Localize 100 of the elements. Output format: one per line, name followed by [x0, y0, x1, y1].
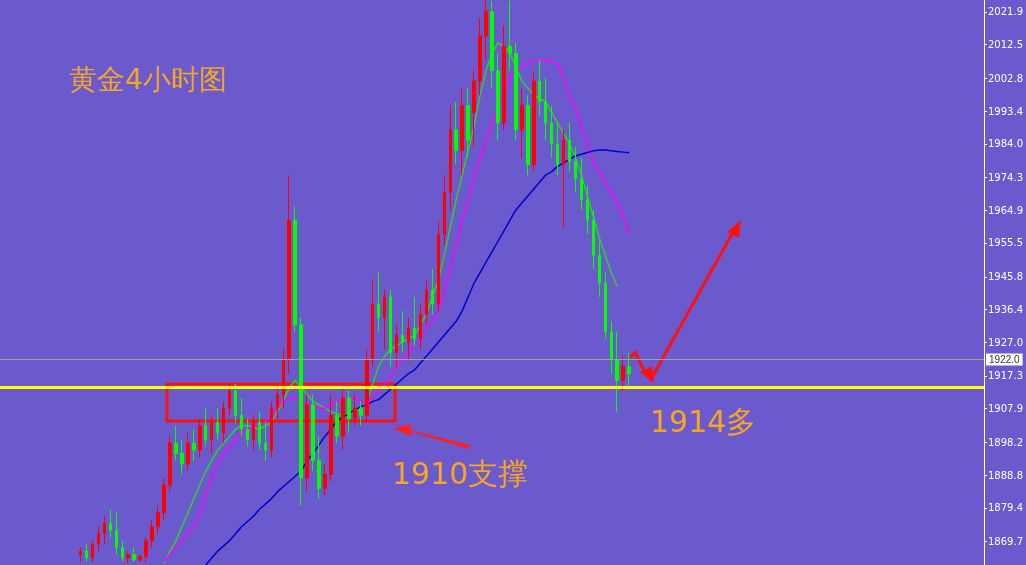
candlestick: [210, 414, 213, 455]
candlestick: [353, 393, 357, 427]
candlestick: [389, 289, 392, 368]
candlestick: [592, 209, 595, 270]
candlestick: [454, 101, 458, 166]
candlestick: [365, 348, 369, 423]
candlestick: [407, 317, 410, 361]
candlestick: [317, 435, 321, 500]
candlestick: [299, 317, 303, 507]
y-tick-label: 1927.0: [988, 336, 1024, 348]
candlestick: [347, 390, 351, 434]
candlestick: [419, 303, 422, 350]
candlestick: [198, 418, 202, 458]
text: 黄金4小时图: [69, 62, 227, 96]
candlestick: [97, 526, 100, 552]
y-tick-label: 1974.3: [988, 172, 1024, 184]
candlestick: [180, 439, 184, 475]
candlestick: [132, 547, 136, 563]
y-tick-label: 1869.7: [988, 536, 1024, 548]
candlestick: [240, 397, 243, 437]
candlestick: [276, 383, 279, 420]
candlestick: [282, 348, 285, 409]
candlestick: [234, 383, 237, 423]
y-tick-label: 1945.8: [988, 271, 1024, 283]
ref-line-label: 1922.0: [989, 354, 1021, 366]
candlestick: [204, 407, 207, 448]
candlestick: [538, 59, 541, 117]
candlestick: [431, 268, 434, 315]
candlestick: [246, 418, 249, 448]
candlestick: [311, 393, 315, 472]
y-tick-label: 1955.5: [988, 237, 1024, 249]
candlestick: [121, 540, 124, 563]
candlestick: [270, 400, 273, 458]
candlestick: [287, 174, 291, 375]
candlestick: [138, 554, 142, 563]
candlestick: [150, 519, 154, 549]
candlestick: [532, 70, 536, 173]
candlestick: [252, 414, 255, 451]
candlestick: [580, 157, 583, 211]
y-tick-label: 1993.4: [988, 105, 1024, 117]
candlestick: [228, 383, 231, 416]
candlestick: [437, 219, 440, 312]
candlestick: [520, 87, 524, 159]
candlestick: [383, 289, 386, 350]
candlestick: [293, 205, 297, 333]
candlestick: [329, 393, 333, 482]
candlestick: [323, 463, 327, 496]
y-tick-label: 2002.8: [988, 72, 1024, 84]
candlestick: [562, 129, 565, 228]
candlestick: [371, 279, 374, 368]
y-tick-label: 2021.9: [988, 6, 1024, 18]
candlestick: [264, 421, 267, 462]
candlestick: [604, 272, 607, 340]
candlestick: [425, 279, 428, 326]
candlestick: [258, 411, 261, 451]
candlestick: [216, 407, 219, 441]
candlestick: [478, 17, 482, 96]
annotation: 1914多: [650, 403, 757, 439]
candlestick: [413, 296, 416, 347]
candlestick: [126, 550, 130, 564]
candlestick: [460, 87, 464, 176]
candlestick: [156, 505, 160, 535]
y-tick-label: 1917.3: [988, 370, 1024, 382]
candlestick: [598, 240, 601, 298]
candlestick: [162, 477, 166, 521]
candlestick: [449, 104, 452, 211]
candlestick: [341, 386, 345, 451]
candlestick: [610, 320, 613, 375]
candlestick: [508, 0, 512, 72]
candlestick: [514, 42, 518, 141]
candlestick: [586, 185, 589, 235]
candlestick: [502, 24, 506, 131]
candlestick: [144, 536, 148, 563]
candlestick: [222, 400, 225, 444]
candlestick: [574, 146, 577, 194]
candlestick: [359, 400, 363, 427]
y-tick-label: 1936.4: [988, 303, 1024, 315]
candlestick: [484, 0, 488, 61]
y-tick-label: 1898.2: [988, 436, 1024, 448]
candlestick: [377, 272, 380, 333]
candlestick: [490, 0, 494, 89]
candlestick: [91, 540, 94, 563]
candlestick: [79, 547, 82, 563]
candlestick: [395, 324, 398, 368]
candlestick: [443, 174, 446, 246]
candlestick: [103, 515, 106, 545]
candlestick: [627, 352, 631, 388]
candlestick: [109, 508, 112, 538]
candlestick: [568, 122, 571, 173]
candlestick: [85, 543, 88, 563]
candlestick: [305, 393, 309, 493]
candlestick: [544, 77, 547, 141]
candlestick: [466, 87, 470, 159]
y-tick-label: 1907.9: [988, 403, 1024, 415]
candlestick: [496, 52, 500, 141]
candlestick: [115, 512, 118, 556]
candlestick: [335, 400, 339, 444]
annotation: 1910支撑: [392, 455, 529, 491]
y-tick-label: 1879.4: [988, 502, 1024, 514]
y-tick-label: 2012.5: [988, 39, 1024, 51]
